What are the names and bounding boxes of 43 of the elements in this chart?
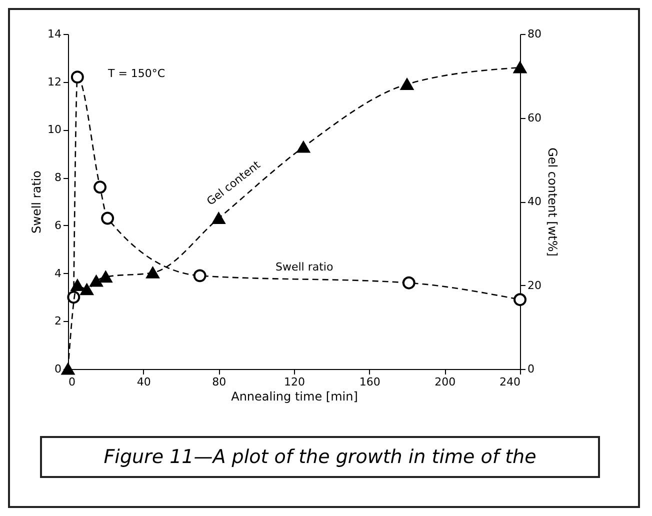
point	[514, 293, 526, 306]
y-tick-label: 0	[54, 362, 62, 376]
point	[90, 275, 103, 287]
y2-tick-label: 80	[528, 28, 542, 40]
point	[212, 212, 226, 224]
y2-tick-label: 60	[528, 111, 542, 124]
point	[402, 276, 416, 290]
x-tick-label: 160	[359, 376, 380, 388]
point	[400, 78, 414, 90]
y-tick-label: 10	[48, 123, 62, 136]
x-tick-label: 80	[212, 376, 226, 388]
x-tick-label: 200	[434, 376, 456, 388]
point	[99, 271, 112, 283]
x-tick-label: 0	[68, 376, 76, 388]
y-axis-title: Swell ratio	[30, 170, 44, 234]
y2-axis-title: Gel content [wt%]	[545, 148, 560, 256]
y-tick-label: 12	[48, 75, 62, 88]
x-tick-label: 40	[136, 376, 151, 388]
y-tick-label: 6	[54, 218, 62, 232]
point	[62, 363, 74, 375]
y2-tick-label: 20	[528, 278, 542, 292]
point	[70, 280, 84, 291]
y-tick-label: 2	[54, 314, 62, 328]
point	[193, 269, 206, 282]
point	[80, 284, 94, 296]
y2-tick-label: 40	[528, 195, 542, 208]
x-tick-label: 120	[284, 376, 305, 388]
point	[94, 180, 106, 194]
y-tick-label: 14	[48, 28, 62, 40]
point	[514, 62, 526, 74]
point	[146, 266, 160, 278]
y-tick-label: 8	[54, 171, 62, 184]
point	[67, 290, 80, 304]
series-label: Swell ratio	[276, 260, 334, 274]
y-tick-label: 4	[54, 266, 62, 280]
point	[70, 70, 84, 84]
x-tick-label: 240	[500, 376, 520, 388]
point	[101, 212, 114, 225]
point	[296, 141, 310, 153]
y2-tick-label: 0	[528, 362, 534, 376]
annotation: T = 150°C	[107, 67, 166, 80]
caption: Figure 11—A plot of the growth in time of the	[40, 436, 600, 478]
x-axis-title: Annealing time [min]	[231, 390, 358, 404]
